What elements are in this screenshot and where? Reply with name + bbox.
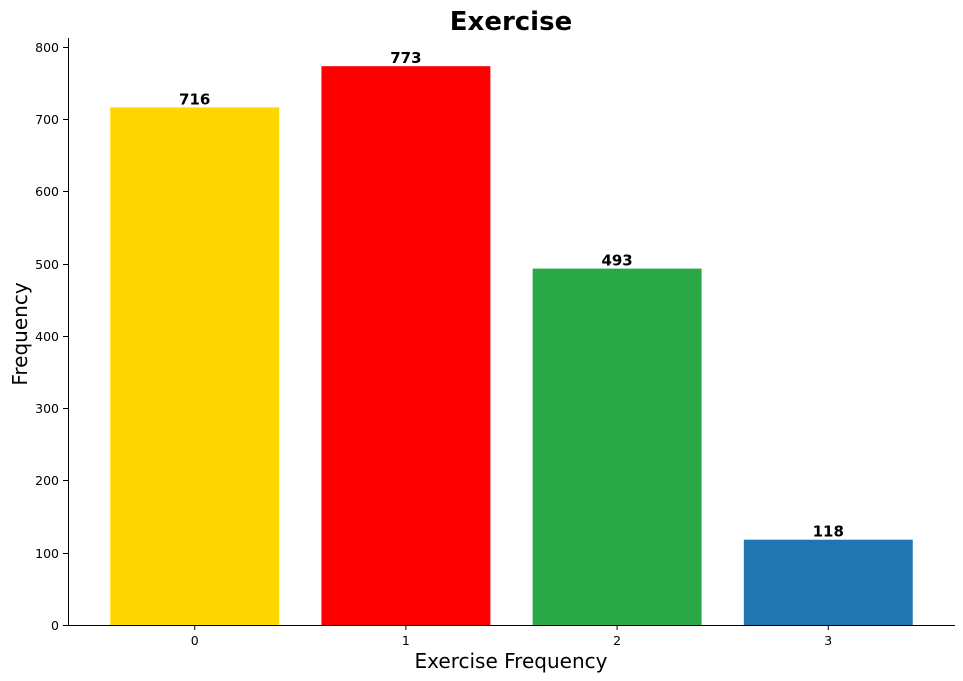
data-label-1: 773 [390,49,421,67]
data-label-0: 716 [179,90,210,108]
bar-3 [743,539,913,625]
y-tick-label: 0 [51,618,59,633]
y-tick-label: 300 [35,401,59,416]
y-tick-label: 400 [35,329,59,344]
data-labels: 716 773 493 118 [179,49,844,541]
x-tick-label: 2 [613,633,621,648]
y-tick-label: 700 [35,112,59,127]
y-axis-ticks: 0 100 200 300 400 500 600 700 800 [35,40,68,633]
x-axis-ticks: 0 1 2 3 [191,625,832,648]
y-axis-label: Frequency [8,282,32,385]
data-label-2: 493 [601,252,632,270]
x-tick-label: 0 [191,633,199,648]
data-label-3: 118 [813,523,844,541]
chart-title: Exercise [450,7,572,37]
y-tick-label: 200 [35,473,59,488]
bars [110,66,913,625]
x-axis-label: Exercise Frequency [415,649,608,673]
bar-0 [110,107,280,625]
y-tick-label: 100 [35,546,59,561]
x-tick-label: 3 [824,633,832,648]
y-tick-label: 600 [35,184,59,199]
bar-1 [321,66,491,625]
y-tick-label: 500 [35,257,59,272]
y-tick-label: 800 [35,40,59,55]
x-tick-label: 1 [402,633,410,648]
bar-2 [532,268,702,625]
